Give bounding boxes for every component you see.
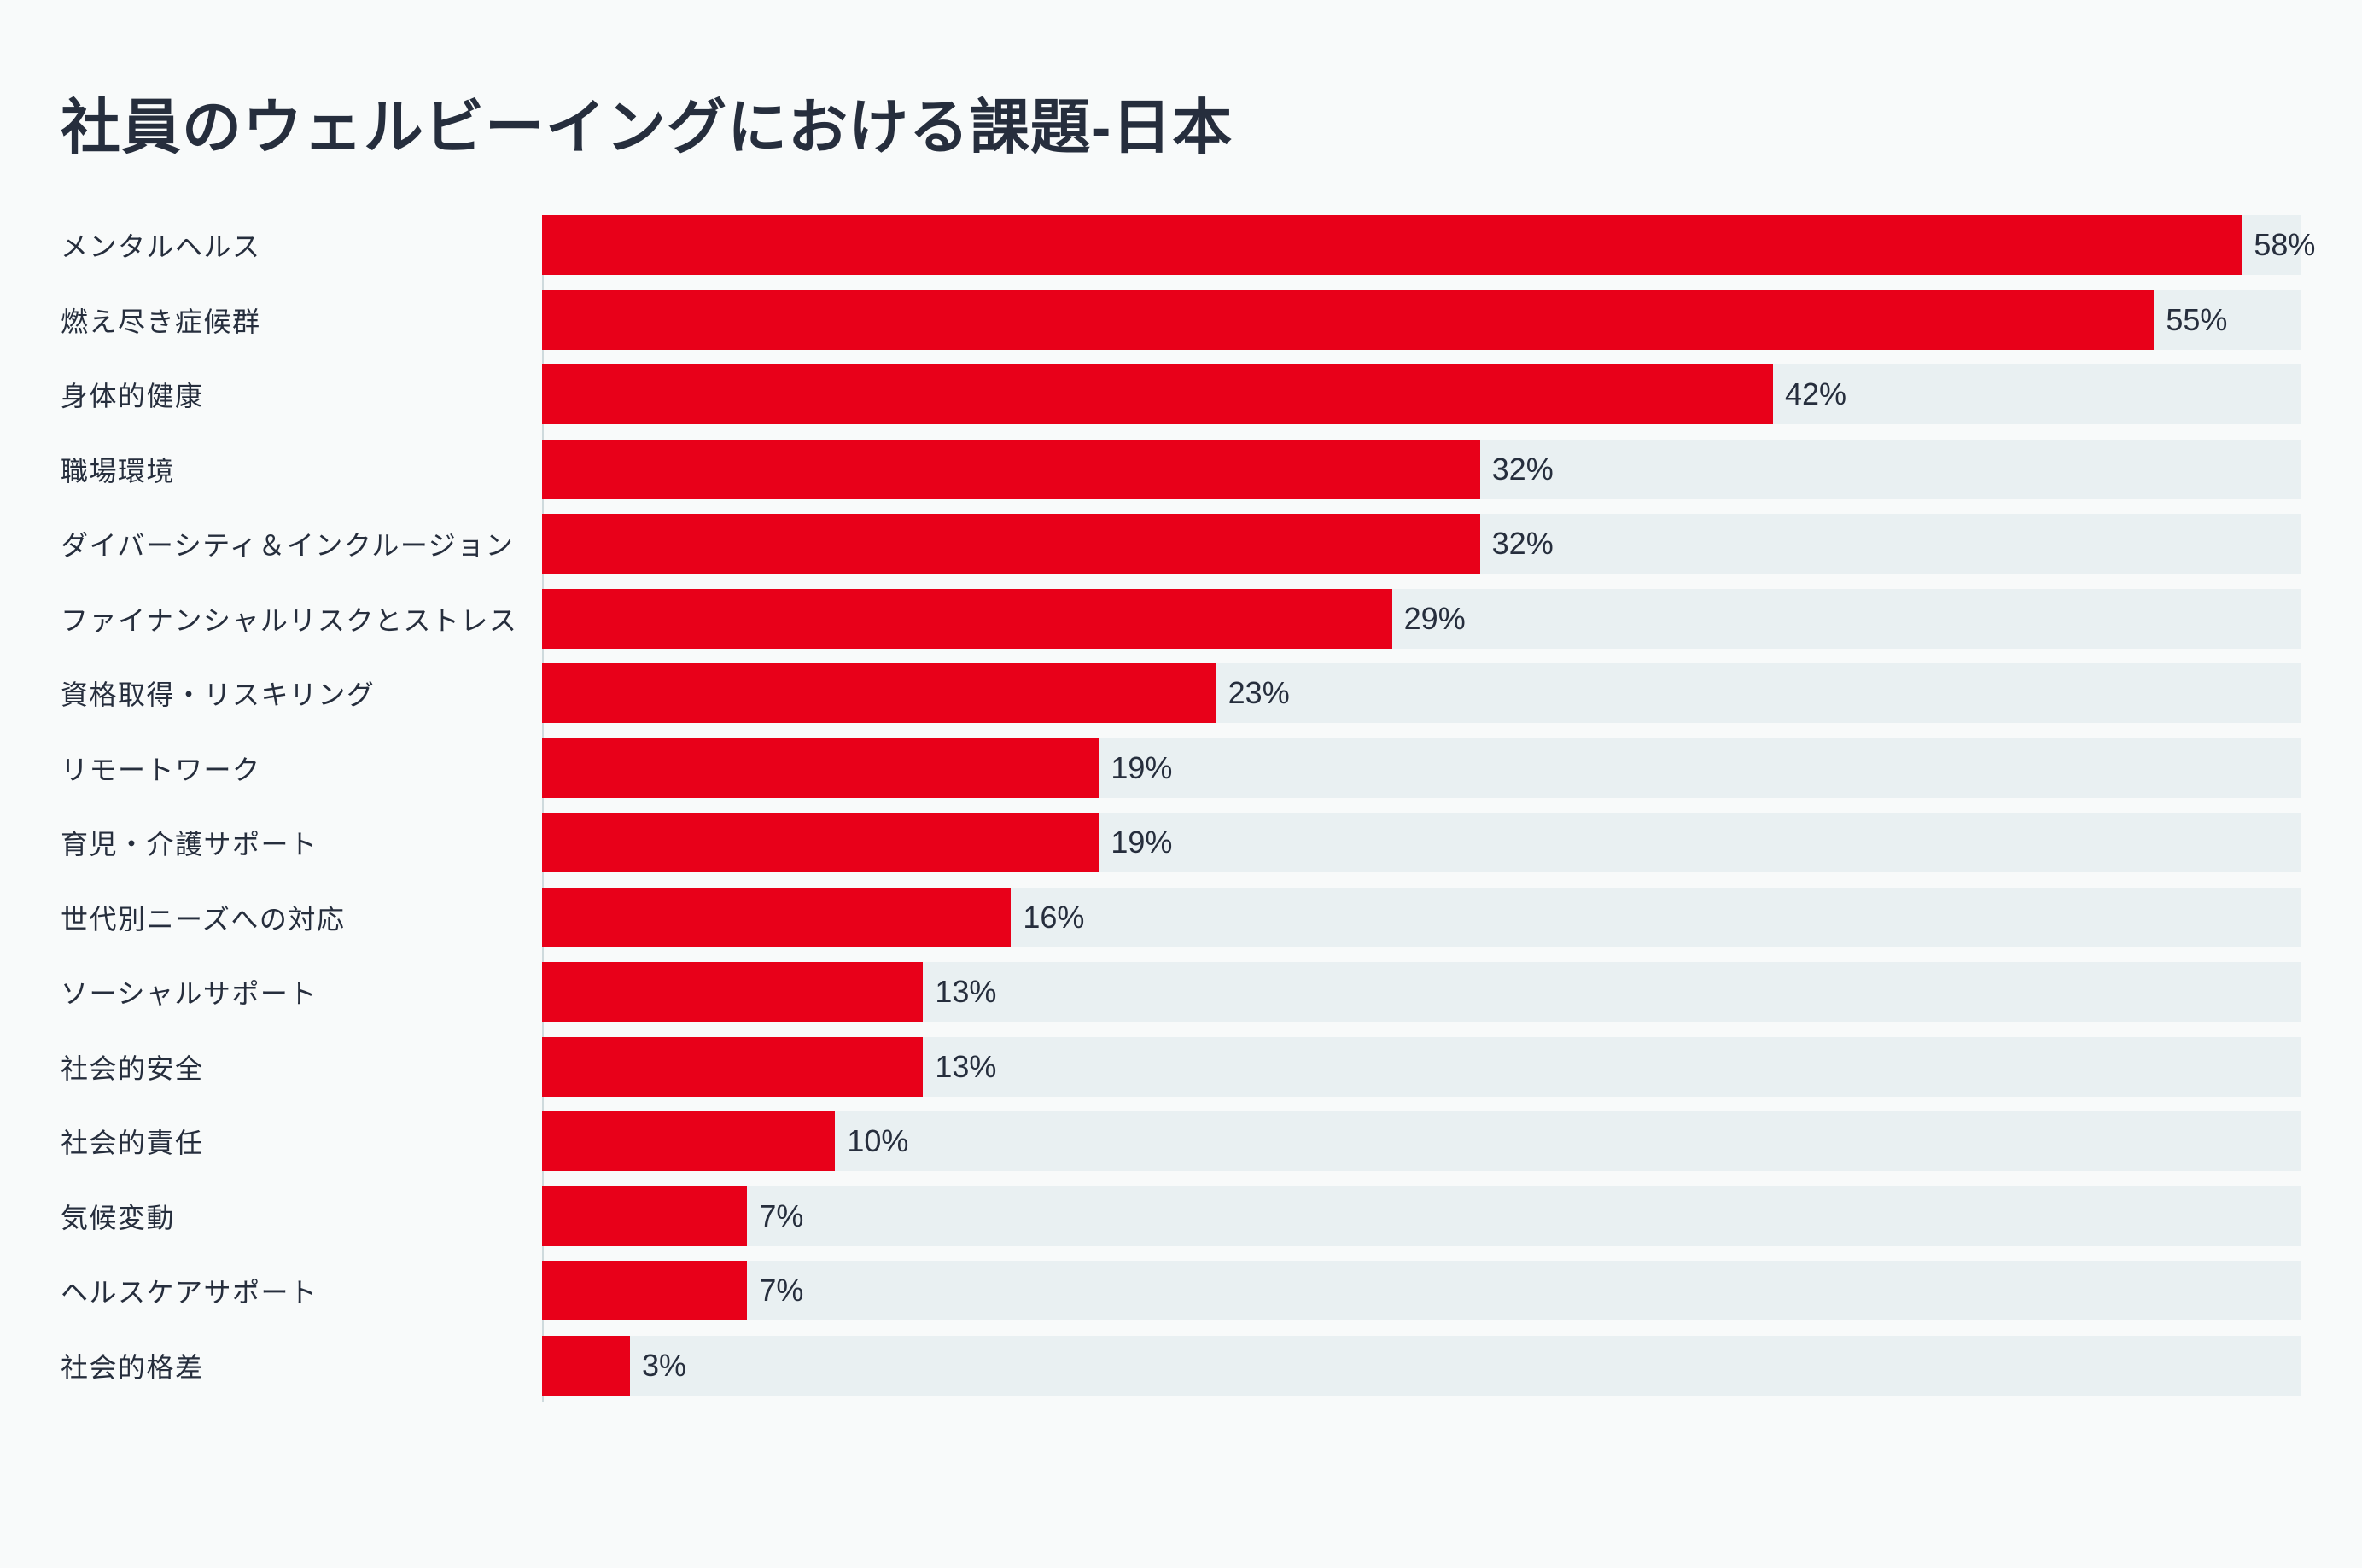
bar-fill: [542, 215, 2242, 275]
bar-fill: [542, 887, 1012, 947]
bar-fill: [542, 1261, 748, 1320]
bar-row: ソーシャルサポート 13%: [61, 962, 2301, 1022]
category-label: リモートワーク: [61, 754, 261, 785]
bar-row: 社会的安全 13%: [61, 1036, 2301, 1097]
bar-track: 13%: [542, 1036, 2301, 1097]
bar-track: 13%: [542, 962, 2301, 1022]
bar-row: 社会的格差 3%: [61, 1335, 2301, 1396]
bar-row: ファイナンシャルリスクとストレス 29%: [61, 588, 2301, 649]
bar-track: 16%: [542, 887, 2301, 947]
value-label: 23%: [1228, 675, 1290, 710]
bar-row: 燃え尽き症候群 55%: [61, 289, 2301, 350]
bar-row: リモートワーク 19%: [61, 737, 2301, 798]
bar-fill: [542, 813, 1099, 872]
y-axis-line: [542, 215, 544, 1402]
bar-row: 資格取得・リスキリング 23%: [61, 663, 2301, 723]
value-label: 3%: [642, 1347, 687, 1383]
bar-track: 23%: [542, 663, 2301, 723]
bar-fill: [542, 1186, 748, 1246]
bar-fill: [542, 663, 1216, 723]
value-label: 16%: [1023, 899, 1085, 935]
value-label: 13%: [935, 1048, 997, 1084]
bar-fill: [542, 1036, 924, 1097]
category-label: 社会的格差: [61, 1351, 204, 1383]
value-label: 32%: [1491, 451, 1554, 487]
category-label: ソーシャルサポート: [61, 978, 318, 1009]
value-label: 19%: [1111, 825, 1173, 860]
bar-track: 7%: [542, 1186, 2301, 1246]
category-label: 育児・介護サポート: [61, 829, 318, 860]
bar-row: 身体的健康 42%: [61, 364, 2301, 424]
bar-row: 世代別ニーズへの対応 16%: [61, 887, 2301, 947]
value-label: 7%: [759, 1273, 804, 1308]
bar-track: 3%: [542, 1335, 2301, 1396]
bar-row: 職場環境 32%: [61, 439, 2301, 499]
bar-track: 7%: [542, 1261, 2301, 1320]
bar-track: 19%: [542, 737, 2301, 798]
value-label: 32%: [1491, 526, 1554, 561]
category-label: ダイバーシティ＆インクルージョン: [61, 530, 515, 561]
bar-row: ダイバーシティ＆インクルージョン 32%: [61, 514, 2301, 574]
bar-chart: メンタルヘルス 58% 燃え尽き症候群 55% 身体的健康 42% 職場環境 3…: [61, 215, 2315, 1396]
bar-row: 育児・介護サポート 19%: [61, 813, 2301, 872]
bar-fill: [542, 439, 1480, 499]
category-label: 世代別ニーズへの対応: [61, 903, 346, 935]
category-label: 職場環境: [61, 455, 176, 487]
category-label: 気候変動: [61, 1202, 176, 1233]
value-label: 29%: [1403, 600, 1466, 636]
category-label: 燃え尽き症候群: [61, 306, 261, 337]
category-label: 資格取得・リスキリング: [61, 679, 376, 710]
value-label: 55%: [2166, 301, 2228, 337]
bar-track: 29%: [542, 588, 2301, 649]
category-label: 社会的安全: [61, 1052, 204, 1084]
bar-fill: [542, 514, 1480, 574]
category-label: メンタルヘルス: [61, 231, 261, 262]
bar-fill: [542, 1111, 836, 1171]
value-label: 13%: [935, 974, 997, 1009]
category-label: ヘルスケアサポート: [61, 1277, 318, 1308]
bar-track: 32%: [542, 514, 2301, 574]
bar-track: 19%: [542, 813, 2301, 872]
bar-row: 社会的責任 10%: [61, 1111, 2301, 1171]
category-label: 身体的健康: [61, 381, 204, 411]
bar-row: 気候変動 7%: [61, 1186, 2301, 1246]
bar-row: メンタルヘルス 58%: [61, 215, 2315, 275]
bar-track: 55%: [542, 289, 2301, 350]
bar-track: 32%: [542, 439, 2301, 499]
bar-track: 10%: [542, 1111, 2301, 1171]
bar-fill: [542, 364, 1773, 424]
value-label: 58%: [2254, 227, 2316, 262]
value-label: 10%: [847, 1123, 909, 1158]
bar-fill: [542, 588, 1392, 649]
bar-fill: [542, 962, 924, 1022]
bar-fill: [542, 289, 2155, 350]
bar-track: 58%: [542, 215, 2315, 275]
bar-row: ヘルスケアサポート 7%: [61, 1261, 2301, 1320]
category-label: 社会的責任: [61, 1128, 204, 1158]
bar-fill: [542, 737, 1099, 798]
value-label: 7%: [759, 1198, 804, 1233]
bar-fill: [542, 1335, 630, 1396]
category-label: ファイナンシャルリスクとストレス: [61, 604, 518, 636]
value-label: 19%: [1111, 749, 1173, 785]
chart-title: 社員のウェルビーイングにおける課題-日本: [61, 94, 1233, 160]
bar-track: 42%: [542, 364, 2301, 424]
value-label: 42%: [1785, 376, 1847, 411]
